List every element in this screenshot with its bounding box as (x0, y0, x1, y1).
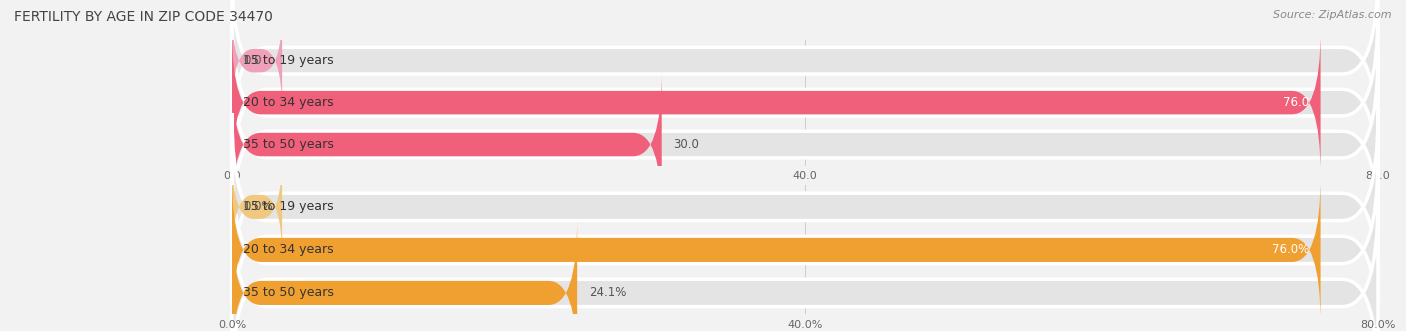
Text: 20 to 34 years: 20 to 34 years (243, 96, 335, 109)
Text: 76.0: 76.0 (1284, 96, 1309, 109)
Text: 0.0: 0.0 (243, 54, 262, 67)
FancyBboxPatch shape (232, 154, 283, 260)
Text: 35 to 50 years: 35 to 50 years (243, 138, 335, 151)
FancyBboxPatch shape (232, 0, 1378, 152)
Text: 24.1%: 24.1% (589, 286, 626, 300)
FancyBboxPatch shape (232, 113, 1378, 301)
FancyBboxPatch shape (232, 53, 1378, 236)
Text: 15 to 19 years: 15 to 19 years (243, 200, 335, 213)
FancyBboxPatch shape (232, 72, 662, 217)
Text: 15 to 19 years: 15 to 19 years (243, 54, 335, 67)
Text: 76.0%: 76.0% (1272, 243, 1309, 257)
Text: FERTILITY BY AGE IN ZIP CODE 34470: FERTILITY BY AGE IN ZIP CODE 34470 (14, 10, 273, 24)
FancyBboxPatch shape (232, 176, 1320, 324)
Text: Source: ZipAtlas.com: Source: ZipAtlas.com (1274, 10, 1392, 20)
Text: 20 to 34 years: 20 to 34 years (243, 243, 335, 257)
Text: 35 to 50 years: 35 to 50 years (243, 286, 335, 300)
FancyBboxPatch shape (232, 30, 1320, 175)
FancyBboxPatch shape (232, 219, 578, 331)
Text: 0.0%: 0.0% (243, 200, 273, 213)
FancyBboxPatch shape (232, 10, 283, 112)
FancyBboxPatch shape (232, 11, 1378, 194)
Text: 30.0: 30.0 (673, 138, 699, 151)
FancyBboxPatch shape (232, 156, 1378, 331)
FancyBboxPatch shape (232, 199, 1378, 331)
